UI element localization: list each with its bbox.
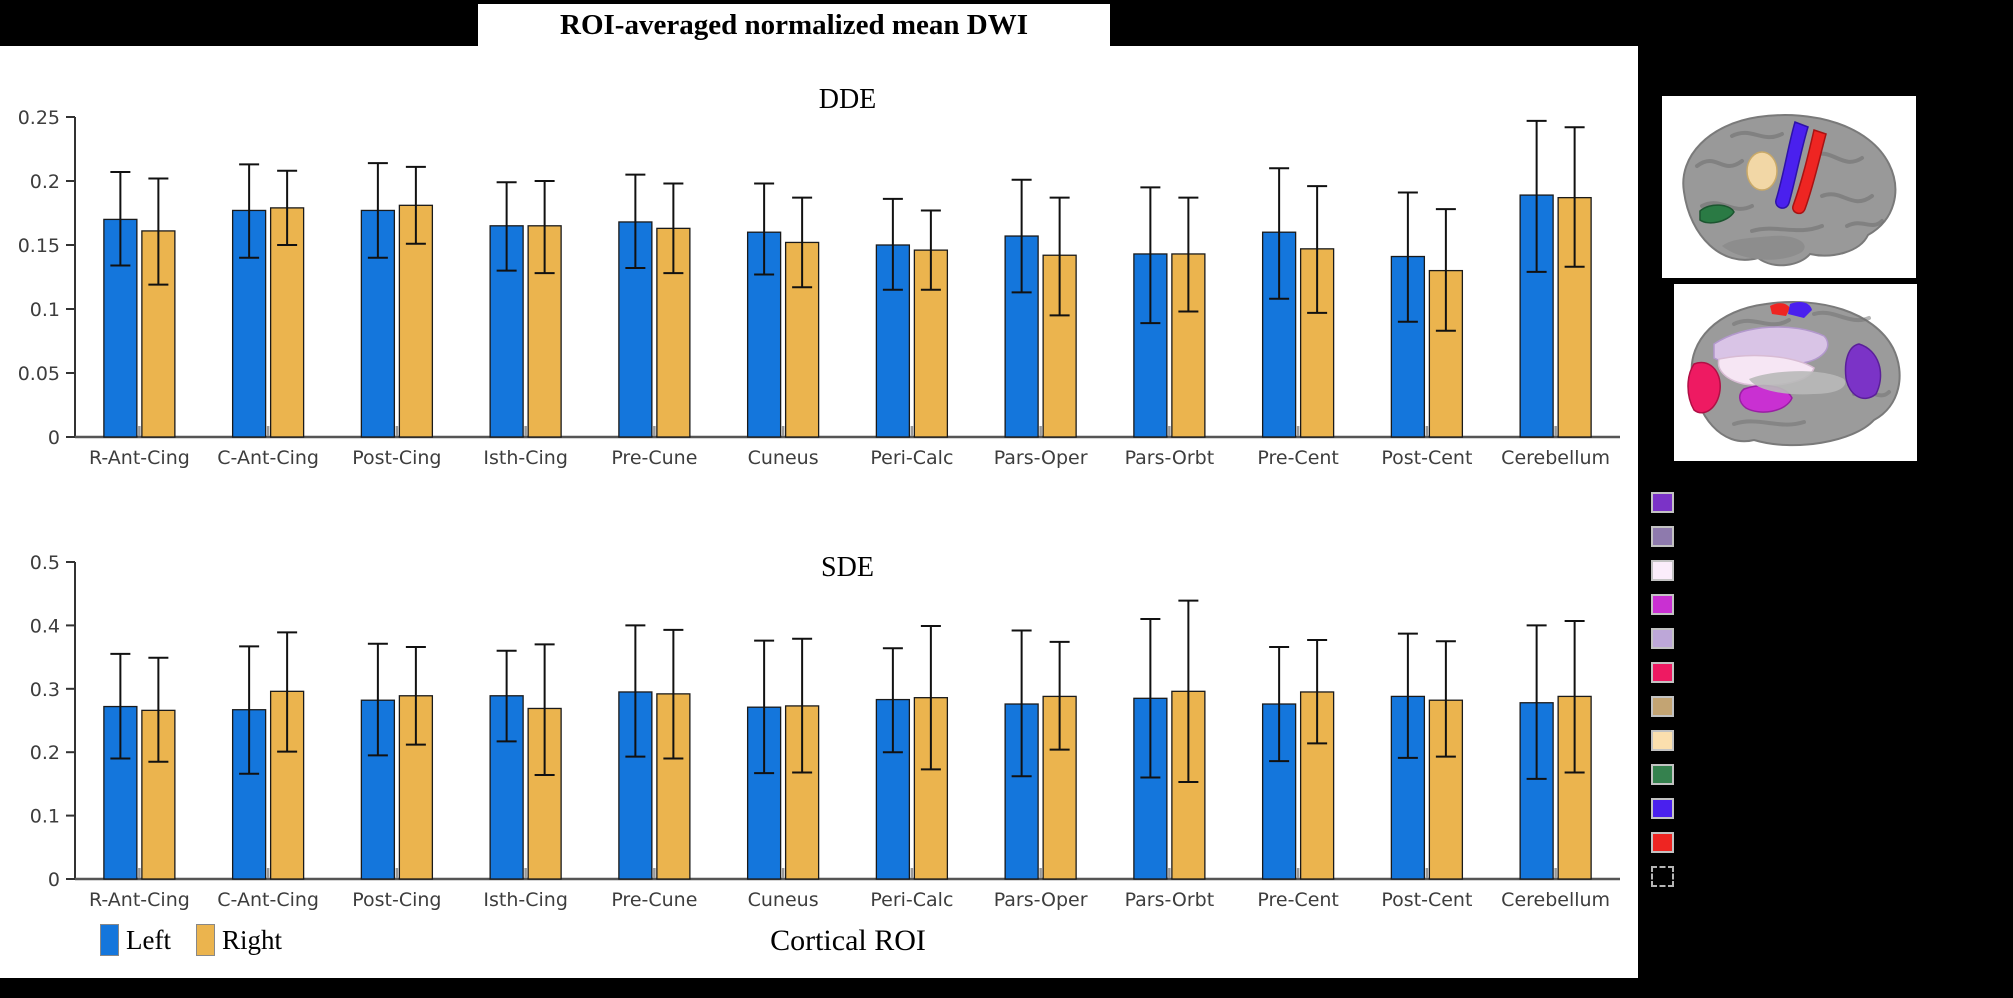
legend-item-left: Left [100,924,171,956]
y-tick-label: 0.4 [30,615,60,637]
x-tick-label: Pars-Orbt [1125,889,1215,911]
x-tick-label: Pars-Orbt [1125,447,1215,469]
x-tick-label: Cerebellum [1501,447,1610,469]
legend-item-right: Right [196,924,282,956]
legend-label-right: Right [222,924,283,955]
x-tick-label: Post-Cent [1381,889,1472,911]
x-tick-label: Pars-Oper [994,447,1088,469]
x-tick-label: Isth-Cing [483,889,568,911]
legend-swatch-right-icon [196,924,215,956]
brain-medial-drawing [1687,300,1901,447]
y-tick-label: 0.5 [30,552,60,574]
y-tick-label: 0.2 [30,171,60,193]
y-tick-label: 0.1 [30,806,60,828]
y-tick-label: 0.25 [18,107,60,129]
x-tick-label: Post-Cing [352,889,441,911]
x-tick-label: Pre-Cent [1257,889,1339,911]
roi-swatch-11 [1651,832,1674,853]
x-axis-label: Cortical ROI [770,924,926,957]
subplot-title: DDE [819,84,877,115]
y-tick-label: 0.15 [18,235,60,257]
x-tick-label: Pre-Cune [611,447,697,469]
roi-swatch-4 [1651,594,1674,615]
x-tick-label: Isth-Cing [483,447,568,469]
roi-swatch-unlabeled [1651,866,1674,887]
y-tick-label: 0.1 [30,299,60,321]
roi-swatch-7 [1651,696,1674,717]
x-tick-label: Post-Cing [352,447,441,469]
x-tick-label: R-Ant-Cing [89,889,190,911]
roi-swatch-6 [1651,662,1674,683]
roi-swatch-2 [1651,526,1674,547]
x-tick-label: Cuneus [748,447,819,469]
x-tick-label: R-Ant-Cing [89,447,190,469]
roi-swatch-3 [1651,560,1674,581]
chart-sde: SDE 0 0.1 0.2 0.3 0.4 0.5 R-Ant-Cing C-Ant-Cing P… [30,552,1620,911]
brain-medial-image [1674,284,1917,461]
x-tick-label: Pars-Oper [994,889,1088,911]
y-tick-label: 0.3 [30,679,60,701]
y-tick-label: 0 [48,427,60,449]
legend-label-left: Left [126,924,171,955]
x-tick-label: Cerebellum [1501,889,1610,911]
chart-dde: DDE 0 0.05 0.1 0.15 0.2 0.25 R-Ant-Cing C-Ant-Ci… [18,84,1620,469]
x-tick-label: Pre-Cent [1257,447,1339,469]
x-tick-label: Peri-Calc [870,447,953,469]
figure-title: ROI-averaged normalized mean DWI [560,8,1028,41]
bar-left-Cerebellum [1519,702,1554,880]
x-tick-label: C-Ant-Cing [217,889,319,911]
x-tick-label: Peri-Calc [870,889,953,911]
roi-swatch-10 [1651,798,1674,819]
y-tick-label: 0.05 [18,363,60,385]
figure-title-banner: ROI-averaged normalized mean DWI [478,4,1110,46]
x-tick-label: Cuneus [748,889,819,911]
roi-swatch-5 [1651,628,1674,649]
y-tick-label: 0 [48,869,60,891]
brain-lateral-drawing [1682,114,1897,267]
roi-swatch-8 [1651,730,1674,751]
x-tick-label: C-Ant-Cing [217,447,319,469]
roi-swatch-9 [1651,764,1674,785]
x-tick-label: Post-Cent [1381,447,1472,469]
legend-swatch-left-icon [100,924,119,956]
y-tick-label: 0.2 [30,742,60,764]
brain-lateral-image [1662,96,1916,278]
x-tick-label: Pre-Cune [611,889,697,911]
bar-charts: DDE 0 0.05 0.1 0.15 0.2 0.25 R-Ant-Cing C-Ant-Ci… [18,84,1620,911]
subplot-title: SDE [821,552,874,583]
roi-swatch-1 [1651,492,1674,513]
